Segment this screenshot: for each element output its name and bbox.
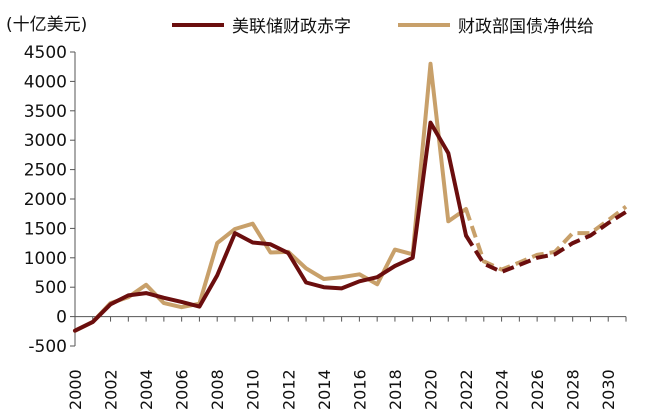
x-tick-label: 2016 bbox=[350, 369, 369, 410]
y-tick-label: 4500 bbox=[24, 43, 67, 63]
y-tick-label: 2500 bbox=[24, 161, 67, 181]
y-tick-label: 3000 bbox=[24, 131, 67, 151]
series-line-treasury-supply-projection bbox=[464, 205, 628, 272]
legend-swatch-fed-deficit bbox=[172, 22, 224, 27]
legend-label-treasury-supply: 财政部国债净供给 bbox=[458, 17, 594, 37]
x-tick-label: 2014 bbox=[315, 369, 334, 410]
x-tick-label: 2012 bbox=[279, 369, 298, 410]
y-tick-label: 1000 bbox=[24, 249, 67, 269]
y-tick-label: 4000 bbox=[24, 72, 67, 92]
y-tick-label: 0 bbox=[56, 308, 67, 328]
y-tick-label: -500 bbox=[28, 337, 67, 357]
y-tick-label: 3500 bbox=[24, 102, 67, 122]
x-tick-label: 2024 bbox=[493, 369, 512, 410]
legend-item-treasury-supply: 财政部国债净供给 bbox=[398, 12, 594, 37]
x-tick-label: 2004 bbox=[137, 369, 156, 410]
x-tick-label: 2020 bbox=[421, 369, 440, 410]
y-tick-label: 2000 bbox=[24, 190, 67, 210]
legend-swatch-treasury-supply bbox=[398, 22, 450, 27]
series-line-fed-deficit bbox=[73, 120, 468, 333]
x-tick-label: 2010 bbox=[244, 369, 263, 410]
y-tick-label: 1500 bbox=[24, 219, 67, 239]
x-tick-label: 2002 bbox=[102, 369, 121, 410]
x-tick-label: 2026 bbox=[528, 369, 547, 410]
series-line-treasury-supply bbox=[73, 61, 468, 333]
legend-item-fed-deficit: 美联储财政赤字 bbox=[172, 12, 351, 37]
y-tick-label: 500 bbox=[35, 278, 67, 298]
x-tick-label: 2022 bbox=[457, 369, 476, 410]
series-line-fed-deficit-projection bbox=[464, 210, 628, 274]
x-tick-label: 2030 bbox=[599, 369, 618, 410]
x-tick-label: 2008 bbox=[208, 369, 227, 410]
y-axis-unit-label: (十亿美元) bbox=[6, 15, 88, 35]
x-tick-label: 2006 bbox=[173, 369, 192, 410]
x-tick-label: 2028 bbox=[564, 369, 583, 410]
x-tick-label: 2000 bbox=[66, 369, 85, 410]
legend-label-fed-deficit: 美联储财政赤字 bbox=[232, 17, 351, 37]
x-tick-label: 2018 bbox=[386, 369, 405, 410]
